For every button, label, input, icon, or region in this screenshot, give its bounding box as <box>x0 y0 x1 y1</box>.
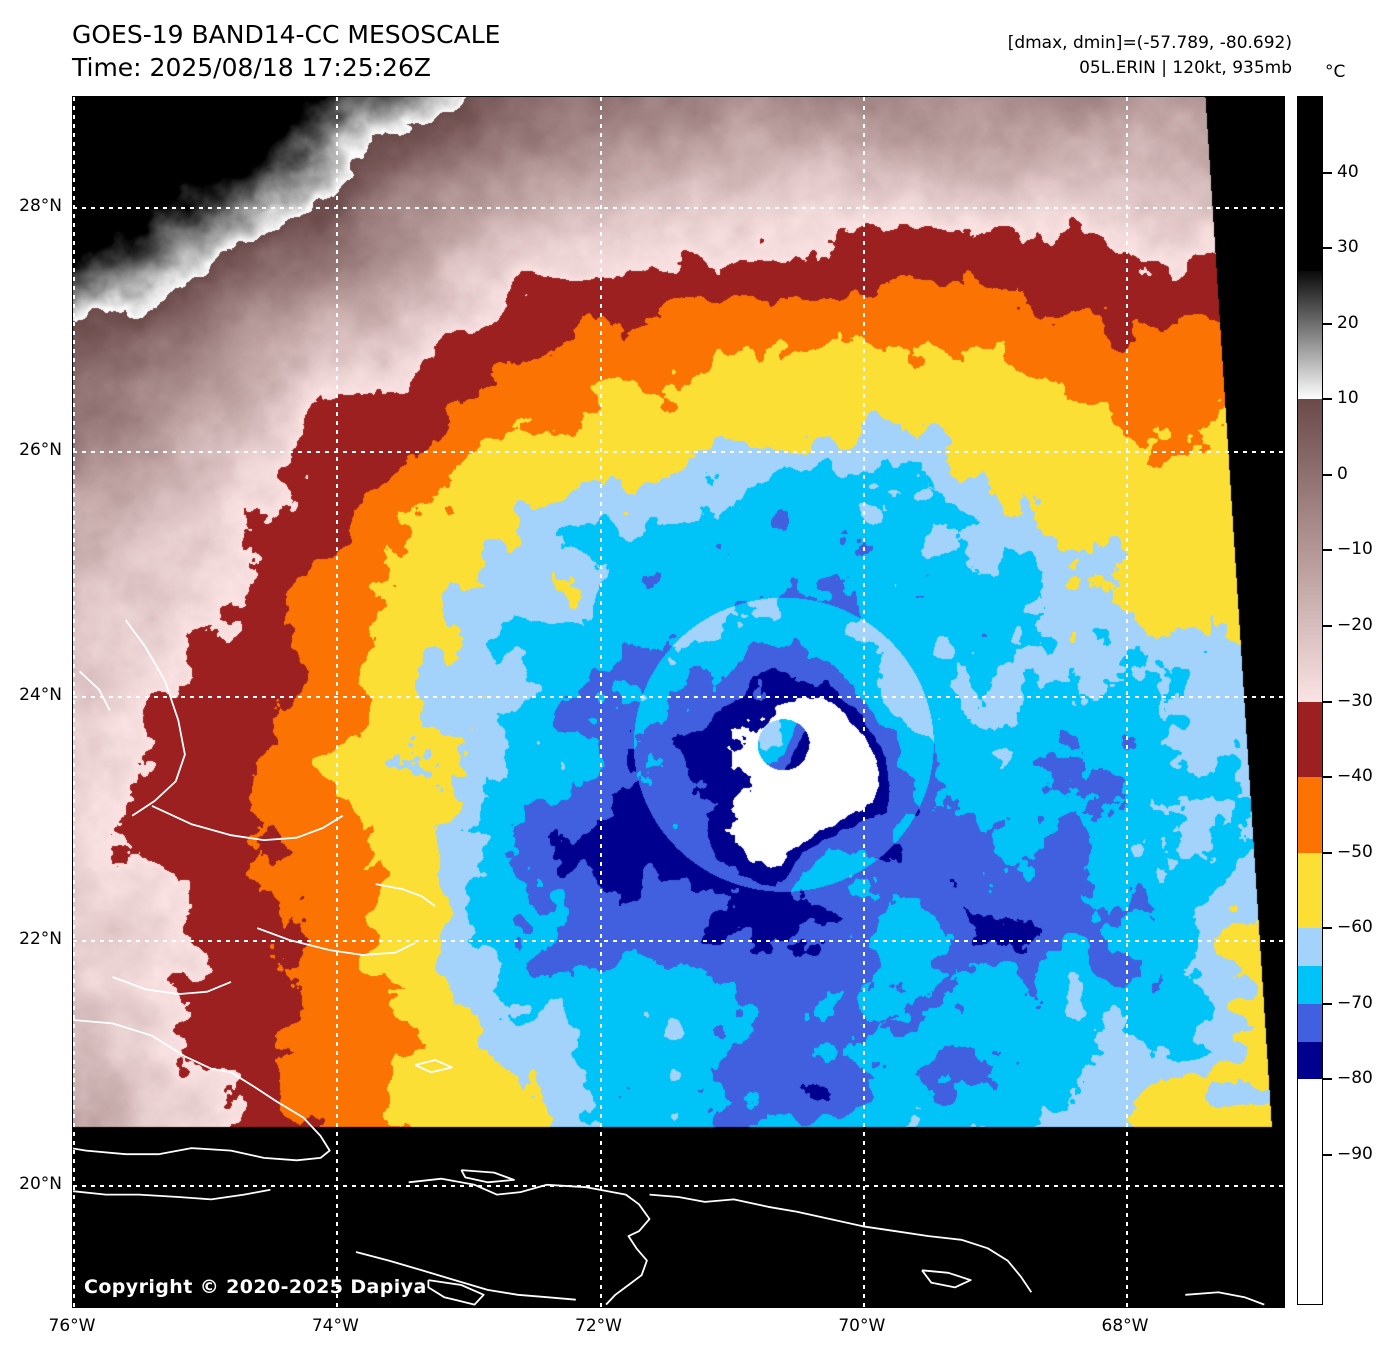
colorbar-segment <box>1298 399 1322 703</box>
coastline-path <box>73 1019 331 1162</box>
colorbar[interactable] <box>1297 96 1323 1305</box>
colorbar-tick-mark <box>1323 700 1332 703</box>
coastline-path <box>460 1169 515 1184</box>
colorbar-tick-mark <box>1323 549 1332 552</box>
coastline-path <box>112 976 232 995</box>
colorbar-segment <box>1298 1079 1322 1304</box>
colorbar-tick-mark <box>1323 1153 1332 1156</box>
satellite-imagery-canvas <box>73 97 1284 1307</box>
y-tick-20°N: 20°N <box>19 1173 62 1194</box>
x-tick-70°W: 70°W <box>838 1316 886 1336</box>
coastline-path <box>1185 1291 1265 1306</box>
x-tick-72°W: 72°W <box>575 1316 622 1336</box>
x-tick-74°W: 74°W <box>311 1316 359 1336</box>
coastline-path <box>256 927 416 956</box>
coastline-path <box>375 883 436 907</box>
title-time-line: Time: 2025/08/18 17:25:26Z <box>72 53 431 82</box>
colorbar-label-10: 10 <box>1337 388 1359 409</box>
coastline-path <box>649 1193 1033 1293</box>
coastline-path <box>124 619 186 817</box>
colorbar-label--70: −70 <box>1337 992 1373 1013</box>
coastline-path <box>151 805 344 841</box>
colorbar-tick-mark <box>1323 473 1332 476</box>
colorbar-segment <box>1298 965 1322 1005</box>
colorbar-segment <box>1298 1003 1322 1043</box>
colorbar-tick-mark <box>1323 247 1332 250</box>
colorbar-segment <box>1298 852 1322 929</box>
colorbar-label--10: −10 <box>1337 539 1373 560</box>
metadata-block: [dmax, dmin]=(-57.789, -80.692) 05L.ERIN… <box>1008 31 1292 80</box>
colorbar-label--50: −50 <box>1337 841 1373 862</box>
title-product-line: GOES-19 BAND14-CC MESOSCALE <box>72 20 501 49</box>
colorbar-tick-mark <box>1323 776 1332 779</box>
colorbar-segment <box>1298 270 1322 400</box>
colorbar-tick-mark <box>1323 171 1332 174</box>
satellite-map-panel[interactable] <box>72 96 1285 1308</box>
colorbar-label-30: 30 <box>1337 237 1359 258</box>
x-tick-68°W: 68°W <box>1101 1316 1149 1336</box>
colorbar-label-20: 20 <box>1337 312 1359 333</box>
copyright-text: Copyright © 2020-2025 Dapiya <box>84 1276 427 1298</box>
colorbar-unit-label: °C <box>1325 62 1346 82</box>
colorbar-label-40: 40 <box>1337 161 1359 182</box>
colorbar-label--20: −20 <box>1337 614 1373 635</box>
colorbar-segment <box>1298 1041 1322 1080</box>
colorbar-segment <box>1298 97 1322 272</box>
coastline-path <box>78 670 111 712</box>
y-tick-24°N: 24°N <box>19 684 62 705</box>
data-range-text: [dmax, dmin]=(-57.789, -80.692) <box>1007 33 1292 53</box>
colorbar-segment <box>1298 701 1322 778</box>
colorbar-tick-mark <box>1323 927 1332 930</box>
coastline-path <box>73 1188 271 1201</box>
colorbar-label--90: −90 <box>1337 1143 1373 1164</box>
page-title: GOES-19 BAND14-CC MESOSCALE Time: 2025/0… <box>72 18 500 84</box>
coastline-path <box>427 1279 485 1306</box>
colorbar-tick-mark <box>1323 398 1332 401</box>
colorbar-tick-mark <box>1323 322 1332 325</box>
y-tick-28°N: 28°N <box>19 196 62 216</box>
y-tick-22°N: 22°N <box>19 929 62 950</box>
coastline-path <box>408 1177 651 1306</box>
colorbar-label--80: −80 <box>1337 1068 1373 1089</box>
colorbar-segment <box>1298 777 1322 854</box>
colorbar-label-0: 0 <box>1337 463 1348 484</box>
x-tick-76°W: 76°W <box>48 1316 96 1336</box>
colorbar-label--30: −30 <box>1337 690 1373 711</box>
colorbar-label--40: −40 <box>1337 766 1373 787</box>
coastline-svg <box>73 619 1265 1306</box>
colorbar-tick-mark <box>1323 1002 1332 1005</box>
colorbar-label--60: −60 <box>1337 917 1373 938</box>
coastline-path <box>414 1059 454 1074</box>
colorbar-segment <box>1298 928 1322 967</box>
storm-info-text: 05L.ERIN | 120kt, 935mb <box>1079 57 1292 78</box>
colorbar-tick-mark <box>1323 624 1332 627</box>
coastline-path <box>355 1251 576 1301</box>
colorbar-tick-mark <box>1323 851 1332 854</box>
y-tick-26°N: 26°N <box>19 440 62 461</box>
colorbar-tick-mark <box>1323 1078 1332 1081</box>
coastline-path <box>921 1269 972 1289</box>
